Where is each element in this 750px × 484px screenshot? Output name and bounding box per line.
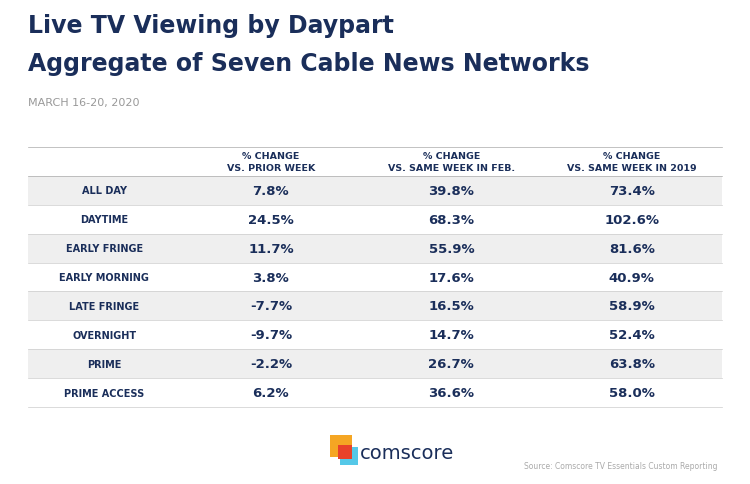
Text: 14.7%: 14.7% (428, 329, 474, 342)
Text: 58.0%: 58.0% (609, 386, 655, 399)
Text: % CHANGE
VS. PRIOR WEEK: % CHANGE VS. PRIOR WEEK (226, 151, 315, 173)
Text: EARLY FRINGE: EARLY FRINGE (66, 243, 143, 254)
Text: 26.7%: 26.7% (428, 357, 474, 370)
Text: 81.6%: 81.6% (609, 242, 655, 255)
Text: PRIME: PRIME (87, 359, 122, 369)
Text: % CHANGE
VS. SAME WEEK IN 2019: % CHANGE VS. SAME WEEK IN 2019 (567, 151, 697, 173)
Text: 55.9%: 55.9% (428, 242, 474, 255)
Text: 17.6%: 17.6% (428, 271, 474, 284)
Text: 52.4%: 52.4% (609, 329, 655, 342)
Text: 3.8%: 3.8% (253, 271, 290, 284)
Text: PRIME ACCESS: PRIME ACCESS (64, 388, 145, 398)
Text: -2.2%: -2.2% (250, 357, 292, 370)
Text: 36.6%: 36.6% (428, 386, 474, 399)
Text: ALL DAY: ALL DAY (82, 186, 127, 196)
Text: 40.9%: 40.9% (609, 271, 655, 284)
Text: 16.5%: 16.5% (428, 300, 474, 313)
Text: comscore: comscore (360, 443, 454, 462)
Text: Source: Comscore TV Essentials Custom Reporting: Source: Comscore TV Essentials Custom Re… (524, 461, 718, 470)
Text: 39.8%: 39.8% (428, 184, 474, 197)
Text: DAYTIME: DAYTIME (80, 215, 128, 225)
Text: Live TV Viewing by Daypart: Live TV Viewing by Daypart (28, 14, 394, 38)
Text: 63.8%: 63.8% (609, 357, 655, 370)
Text: -9.7%: -9.7% (250, 329, 292, 342)
Text: 7.8%: 7.8% (253, 184, 290, 197)
Text: Aggregate of Seven Cable News Networks: Aggregate of Seven Cable News Networks (28, 52, 590, 76)
Text: LATE FRINGE: LATE FRINGE (69, 301, 140, 311)
Text: 11.7%: 11.7% (248, 242, 294, 255)
Text: -7.7%: -7.7% (250, 300, 292, 313)
Text: 6.2%: 6.2% (253, 386, 290, 399)
Text: 73.4%: 73.4% (609, 184, 655, 197)
Text: EARLY MORNING: EARLY MORNING (59, 272, 149, 283)
Text: OVERNIGHT: OVERNIGHT (72, 330, 136, 340)
Text: % CHANGE
VS. SAME WEEK IN FEB.: % CHANGE VS. SAME WEEK IN FEB. (388, 151, 515, 173)
Text: 102.6%: 102.6% (604, 213, 659, 226)
Text: 68.3%: 68.3% (428, 213, 474, 226)
Text: 58.9%: 58.9% (609, 300, 655, 313)
Text: 24.5%: 24.5% (248, 213, 294, 226)
Text: MARCH 16-20, 2020: MARCH 16-20, 2020 (28, 98, 140, 108)
